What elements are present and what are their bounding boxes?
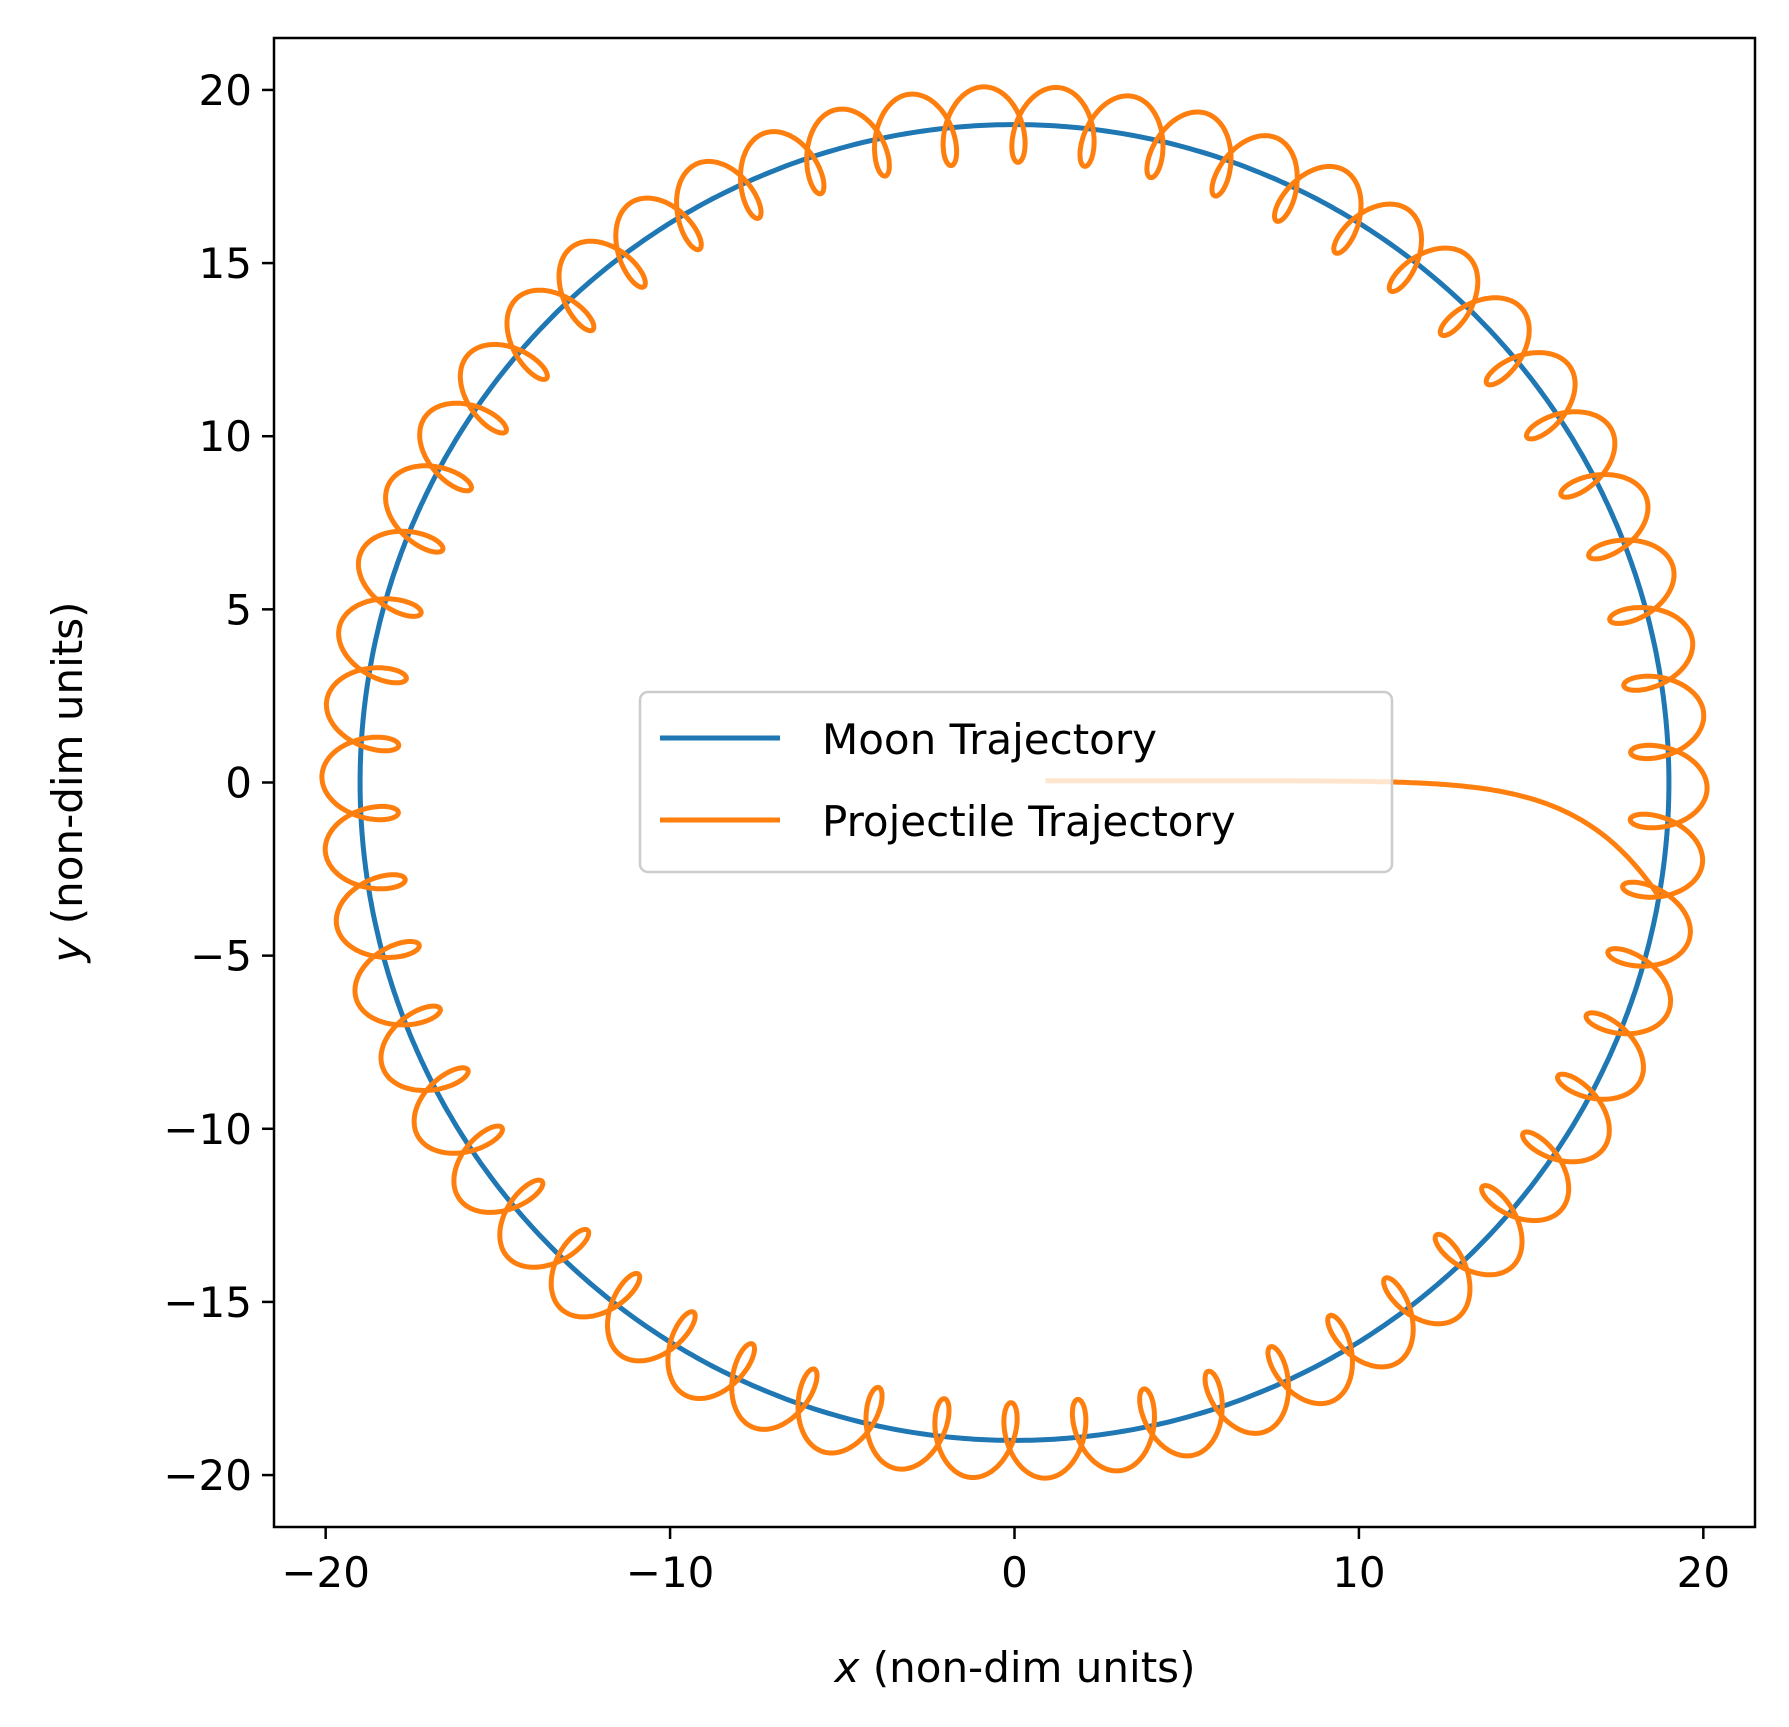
x-tick-label: 0 — [1001, 1548, 1028, 1597]
y-tick-label: 5 — [225, 585, 252, 634]
legend-label-moon: Moon Trajectory — [822, 715, 1157, 764]
legend-box — [638, 690, 1394, 874]
y-tick-label: −5 — [190, 932, 252, 981]
legend-label-projectile: Projectile Trajectory — [822, 797, 1236, 846]
x-tick-label: −10 — [626, 1548, 715, 1597]
y-tick-label: −15 — [163, 1278, 252, 1327]
x-axis: −20 −10 0 10 20 — [281, 1527, 1730, 1597]
y-tick-label: 10 — [199, 412, 252, 461]
x-tick-label: 10 — [1332, 1548, 1385, 1597]
series-layer — [319, 84, 1710, 1481]
x-axis-label: x (non-dim units) — [833, 1643, 1196, 1692]
y-tick-label: 0 — [225, 759, 252, 808]
y-tick-label: 20 — [199, 66, 252, 115]
y-axis-label: y (non-dim units) — [43, 602, 92, 965]
x-tick-label: −20 — [281, 1548, 370, 1597]
legend: Moon Trajectory Projectile Trajectory — [638, 690, 1394, 874]
x-tick-label: 20 — [1677, 1548, 1730, 1597]
y-axis: −20 −15 −10 −5 0 5 10 15 20 — [163, 66, 274, 1500]
y-tick-label: 15 — [199, 239, 252, 288]
series-moon-trajectory — [357, 122, 1672, 1443]
y-tick-label: −10 — [163, 1105, 252, 1154]
series-projectile-trajectory — [319, 84, 1710, 1481]
y-tick-label: −20 — [163, 1451, 252, 1500]
